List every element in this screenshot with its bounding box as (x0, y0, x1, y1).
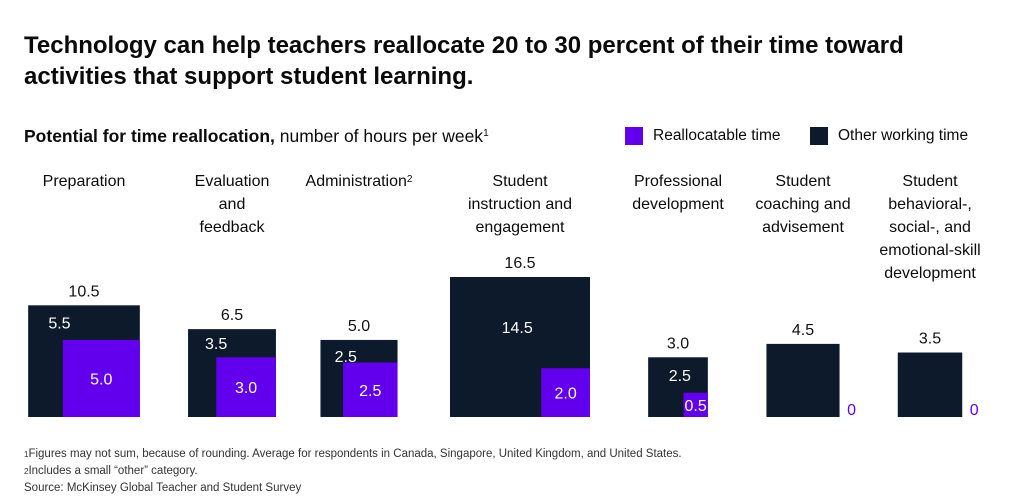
legend-swatch-other (810, 127, 828, 145)
value-reallocatable-cat-5: 0.5 (685, 398, 707, 415)
value-total-cat-1: 10.5 (68, 283, 99, 300)
subtitle-bold: Potential for time reallocation, (24, 126, 275, 146)
legend-item-other: Other working time (810, 127, 968, 145)
category-label-cat-3: Administration2 (305, 173, 413, 190)
value-other-cat-4: 14.5 (502, 320, 533, 337)
bar-reallocatable-cat-1 (62, 339, 140, 417)
value-total-cat-4: 16.5 (504, 255, 535, 272)
chart-subtitle: Potential for time reallocation, number … (24, 125, 489, 147)
value-total-cat-3: 5.0 (348, 318, 370, 335)
bar-reallocatable-cat-2 (216, 357, 276, 417)
bar-total-cat-7 (897, 352, 963, 417)
category-label-cat-4: Student instruction and engagement (467, 173, 573, 236)
value-reallocatable-cat-1: 5.0 (90, 371, 112, 388)
category-label-cat-7: Student behavioral-, social-, and emotional… (879, 173, 981, 282)
legend-label-reallocatable: Reallocatable time (653, 127, 781, 144)
value-total-cat-6: 4.5 (792, 322, 814, 339)
subtitle-rest: number of hours per week (274, 126, 484, 146)
value-other-cat-2: 3.5 (205, 336, 227, 353)
category-label-cat-5: Professional development (632, 173, 724, 213)
value-reallocatable-cat-6: 0 (847, 402, 856, 419)
value-total-cat-5: 3.0 (667, 335, 689, 352)
legend-swatch-reallocatable (625, 127, 643, 145)
footnote-2: 2Includes a small “other” category. (24, 465, 198, 477)
category-label-cat-2: Evaluation and feedback (194, 173, 270, 236)
footnote-1: 1Figures may not sum, because of roundin… (24, 448, 682, 460)
chart-title: Technology can help teachers reallocate … (24, 32, 904, 90)
value-other-cat-5: 2.5 (669, 368, 691, 385)
source-note: Source: McKinsey Global Teacher and Stud… (24, 482, 302, 494)
value-total-cat-2: 6.5 (221, 307, 243, 324)
value-other-cat-3: 2.5 (335, 349, 357, 366)
bar-reallocatable-cat-4 (541, 368, 590, 417)
bar-reallocatable-cat-5 (683, 392, 708, 417)
value-total-cat-7: 3.5 (919, 331, 941, 348)
category-label-cat-6: Student coaching and advisement (755, 173, 851, 236)
bar-total-cat-6 (766, 343, 840, 417)
value-reallocatable-cat-2: 3.0 (235, 380, 257, 397)
legend-label-other: Other working time (838, 127, 969, 144)
bar-reallocatable-cat-3 (343, 362, 398, 417)
footnotes: 1Figures may not sum, because of roundin… (24, 446, 682, 497)
category-label-cat-1: Preparation (42, 173, 126, 190)
value-reallocatable-cat-4: 2.0 (555, 386, 577, 403)
legend-item-reallocatable: Reallocatable time (625, 127, 781, 145)
value-reallocatable-cat-7: 0 (970, 402, 979, 419)
value-other-cat-1: 5.5 (48, 316, 70, 333)
subtitle-footnote-mark: 1 (483, 128, 489, 139)
value-reallocatable-cat-3: 2.5 (359, 383, 381, 400)
